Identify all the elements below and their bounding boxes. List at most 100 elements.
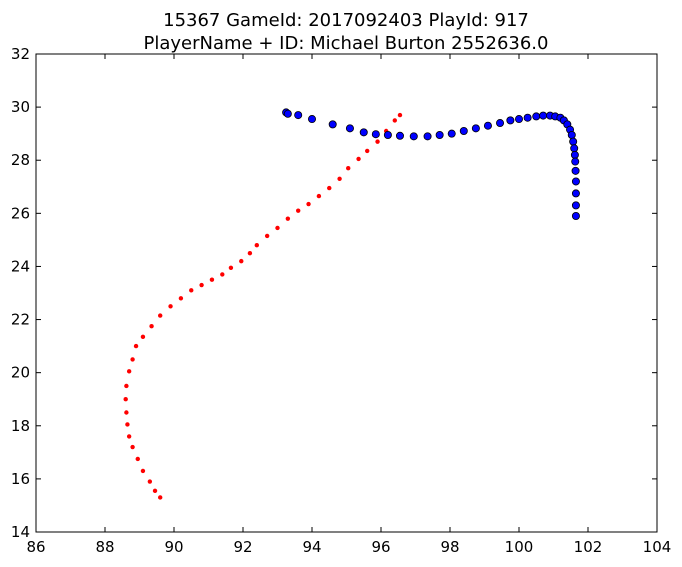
data-point — [359, 128, 368, 137]
data-point — [496, 119, 505, 128]
chart-title-line-2: PlayerName + ID: Michael Burton 2552636.… — [144, 33, 549, 54]
data-point — [158, 313, 163, 318]
y-tick-label: 24 — [11, 257, 30, 275]
data-point — [569, 137, 578, 146]
data-point — [392, 118, 397, 123]
data-point — [483, 121, 492, 130]
data-point — [133, 343, 139, 349]
y-tick-label: 28 — [11, 151, 30, 169]
data-point — [152, 488, 158, 494]
data-point — [140, 468, 146, 474]
data-point — [471, 124, 480, 133]
y-tick-label: 22 — [11, 311, 30, 329]
data-point — [409, 132, 418, 141]
x-tick-label: 92 — [233, 538, 252, 556]
x-tick-label: 88 — [95, 538, 114, 556]
data-point — [346, 165, 351, 171]
data-point — [371, 130, 380, 139]
data-point — [571, 177, 580, 186]
data-point — [539, 111, 548, 120]
data-point — [220, 272, 225, 277]
data-point — [275, 225, 280, 231]
data-point — [158, 495, 163, 500]
data-point — [140, 334, 146, 340]
data-point — [345, 124, 354, 133]
x-tick-label: 100 — [505, 538, 534, 556]
data-point — [375, 139, 380, 144]
plot-frame — [35, 53, 658, 533]
data-point — [532, 112, 541, 121]
data-point — [571, 157, 580, 166]
data-point — [126, 434, 132, 439]
chart-title-line-1: 15367 GameId: 2017092403 PlayId: 917 — [163, 10, 529, 31]
data-point — [126, 369, 132, 374]
y-tick-label: 14 — [11, 523, 30, 541]
data-point — [209, 277, 215, 282]
data-point — [264, 233, 270, 239]
data-point — [135, 456, 140, 462]
data-point — [168, 304, 173, 309]
data-point — [515, 115, 524, 124]
y-tick-label: 30 — [11, 98, 30, 116]
x-tick-label: 90 — [164, 538, 183, 556]
data-point — [447, 129, 456, 138]
data-point — [328, 120, 337, 129]
data-point — [567, 130, 576, 139]
data-point — [124, 410, 129, 415]
data-point — [523, 113, 532, 122]
series-1 — [123, 112, 403, 500]
axis-ticks: 86 88 90 92 94 96 98 100 102 104 14 16 18 20 22 24 26 28 3… — [11, 45, 671, 556]
data-point — [254, 243, 259, 248]
data-point — [199, 282, 204, 288]
data-point — [506, 116, 515, 125]
x-tick-label: 86 — [26, 538, 45, 556]
y-tick-label: 20 — [11, 364, 30, 382]
data-point — [178, 296, 184, 301]
data-point — [123, 397, 128, 402]
data-point — [307, 115, 316, 124]
x-tick-label: 102 — [574, 538, 603, 556]
plot-marks — [123, 108, 580, 500]
data-point — [423, 132, 432, 141]
data-point — [570, 144, 579, 153]
data-point — [294, 111, 303, 120]
data-point — [130, 357, 135, 362]
data-point — [571, 201, 580, 210]
data-point — [571, 211, 580, 220]
data-point — [327, 185, 332, 191]
x-tick-label: 94 — [302, 538, 321, 556]
data-point — [337, 176, 342, 182]
data-point — [356, 156, 361, 162]
data-point — [316, 193, 322, 199]
data-point — [189, 288, 194, 293]
data-point — [435, 130, 444, 139]
data-point — [571, 189, 580, 198]
data-point — [149, 323, 154, 329]
data-point — [125, 422, 130, 427]
data-point — [124, 383, 129, 389]
data-point — [365, 148, 370, 154]
data-point — [247, 250, 253, 256]
data-point — [285, 216, 291, 221]
y-tick-label: 26 — [11, 204, 30, 222]
data-point — [130, 444, 135, 450]
data-point — [571, 166, 580, 175]
data-point — [395, 131, 404, 140]
data-point — [147, 479, 153, 484]
data-point — [459, 127, 468, 136]
x-tick-label: 98 — [440, 538, 459, 556]
data-point — [228, 265, 234, 270]
data-point — [239, 258, 244, 264]
series-2 — [282, 108, 580, 220]
data-point — [306, 201, 311, 207]
data-point — [570, 150, 579, 159]
y-tick-label: 16 — [11, 470, 30, 488]
y-tick-label: 18 — [11, 417, 30, 435]
data-point — [397, 112, 403, 118]
data-point — [283, 109, 292, 118]
x-tick-label: 96 — [371, 538, 390, 556]
data-point — [296, 208, 301, 213]
x-tick-label: 104 — [643, 538, 672, 556]
data-point — [383, 130, 392, 139]
